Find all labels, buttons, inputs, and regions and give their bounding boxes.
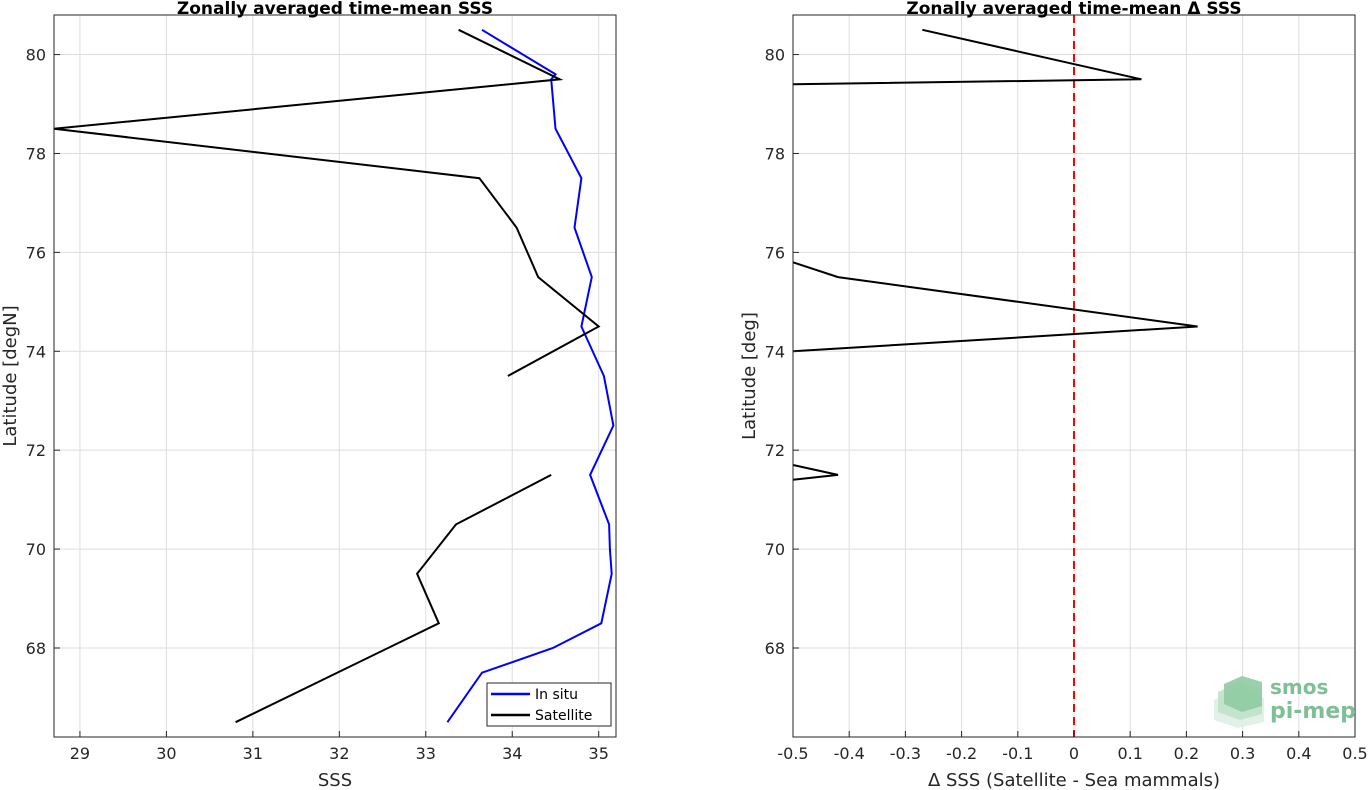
right-y-tick-label: 72 xyxy=(765,441,785,460)
right-y-tick-label: 74 xyxy=(765,342,785,361)
smos-pi-mep-logo: smos pi-mep xyxy=(1214,675,1356,728)
left-x-tick-label: 34 xyxy=(502,744,522,763)
right-y-tick-label: 76 xyxy=(765,243,785,262)
left-x-tick-label: 32 xyxy=(329,744,349,763)
right-x-tick-label: 0.1 xyxy=(1117,744,1142,763)
legend: In situ Satellite xyxy=(486,682,612,727)
left-y-tick-label: 72 xyxy=(26,441,46,460)
right-x-tick-label: 0.4 xyxy=(1286,744,1311,763)
right-x-tick-label: -0.5 xyxy=(777,744,808,763)
right-x-tick-label: -0.4 xyxy=(834,744,865,763)
right-chart-title: Zonally averaged time-mean Δ SSS xyxy=(906,0,1241,19)
left-y-tick-label: 74 xyxy=(26,342,46,361)
logo-layers-icon xyxy=(1214,676,1264,728)
left-chart-panel: 29 30 31 32 33 34 35 68 70 72 74 76 78 80 Zonally ave… xyxy=(0,0,617,790)
right-y-tick-label: 68 xyxy=(765,639,785,658)
right-x-tick-label: 0 xyxy=(1069,744,1079,763)
left-series-satellite-line xyxy=(53,28,601,377)
left-x-tick-label: 33 xyxy=(416,744,436,763)
right-x-tick-label: 0.3 xyxy=(1230,744,1255,763)
right-x-tick-label: -0.2 xyxy=(946,744,977,763)
right-y-tick-label: 78 xyxy=(765,144,785,163)
right-x-tick-label: 0.5 xyxy=(1342,744,1367,763)
left-series-in-situ-line xyxy=(446,28,615,723)
left-x-tick-label: 30 xyxy=(156,744,176,763)
left-y-tick-label: 70 xyxy=(26,540,46,559)
right-x-tick-label: -0.3 xyxy=(890,744,921,763)
right-x-tick-label: 0.2 xyxy=(1174,744,1199,763)
left-ticks: 29 30 31 32 33 34 35 68 70 72 74 76 78 80 xyxy=(26,46,609,763)
right-y-tick-label: 70 xyxy=(765,540,785,559)
right-series-0-line xyxy=(792,261,1198,353)
left-y-tick-label: 76 xyxy=(26,243,46,262)
right-x-axis-label: Δ SSS (Satellite - Sea mammals) xyxy=(928,770,1220,790)
left-y-axis-label: Latitude [degN] xyxy=(0,305,21,446)
right-ticks: -0.5 -0.4 -0.3 -0.2 -0.1 0 0.1 0.2 0.3 0.4 0.5 68 70… xyxy=(765,46,1368,763)
left-x-tick-label: 35 xyxy=(589,744,609,763)
left-chart-title: Zonally averaged time-mean SSS xyxy=(177,0,493,19)
left-x-axis-label: SSS xyxy=(318,770,352,790)
right-chart-panel: -0.5 -0.4 -0.3 -0.2 -0.1 0 0.1 0.2 0.3 0.4 0.5 68 70… xyxy=(739,0,1368,790)
left-y-tick-label: 80 xyxy=(26,46,46,65)
right-series-0-line xyxy=(792,28,1142,86)
right-series-0-line xyxy=(792,464,839,481)
logo-text-pi-mep: pi-mep xyxy=(1270,699,1356,724)
left-y-tick-label: 78 xyxy=(26,144,46,163)
left-x-tick-label: 31 xyxy=(243,744,263,763)
left-grid xyxy=(54,15,616,737)
left-axes-box xyxy=(53,14,617,738)
legend-box xyxy=(486,682,612,727)
right-y-axis-label: Latitude [deg] xyxy=(739,312,760,440)
left-data-lines xyxy=(53,28,615,724)
left-y-tick-label: 68 xyxy=(26,639,46,658)
legend-label-in-situ: In situ xyxy=(535,687,578,703)
right-y-tick-label: 80 xyxy=(765,46,785,65)
right-x-tick-label: -0.1 xyxy=(1002,744,1033,763)
right-grid xyxy=(792,15,1356,737)
right-data-lines xyxy=(792,15,1198,737)
logo-text-smos: smos xyxy=(1270,675,1328,699)
left-series-satellite-line xyxy=(235,474,552,724)
left-x-tick-label: 29 xyxy=(70,744,90,763)
legend-label-satellite: Satellite xyxy=(535,708,592,724)
